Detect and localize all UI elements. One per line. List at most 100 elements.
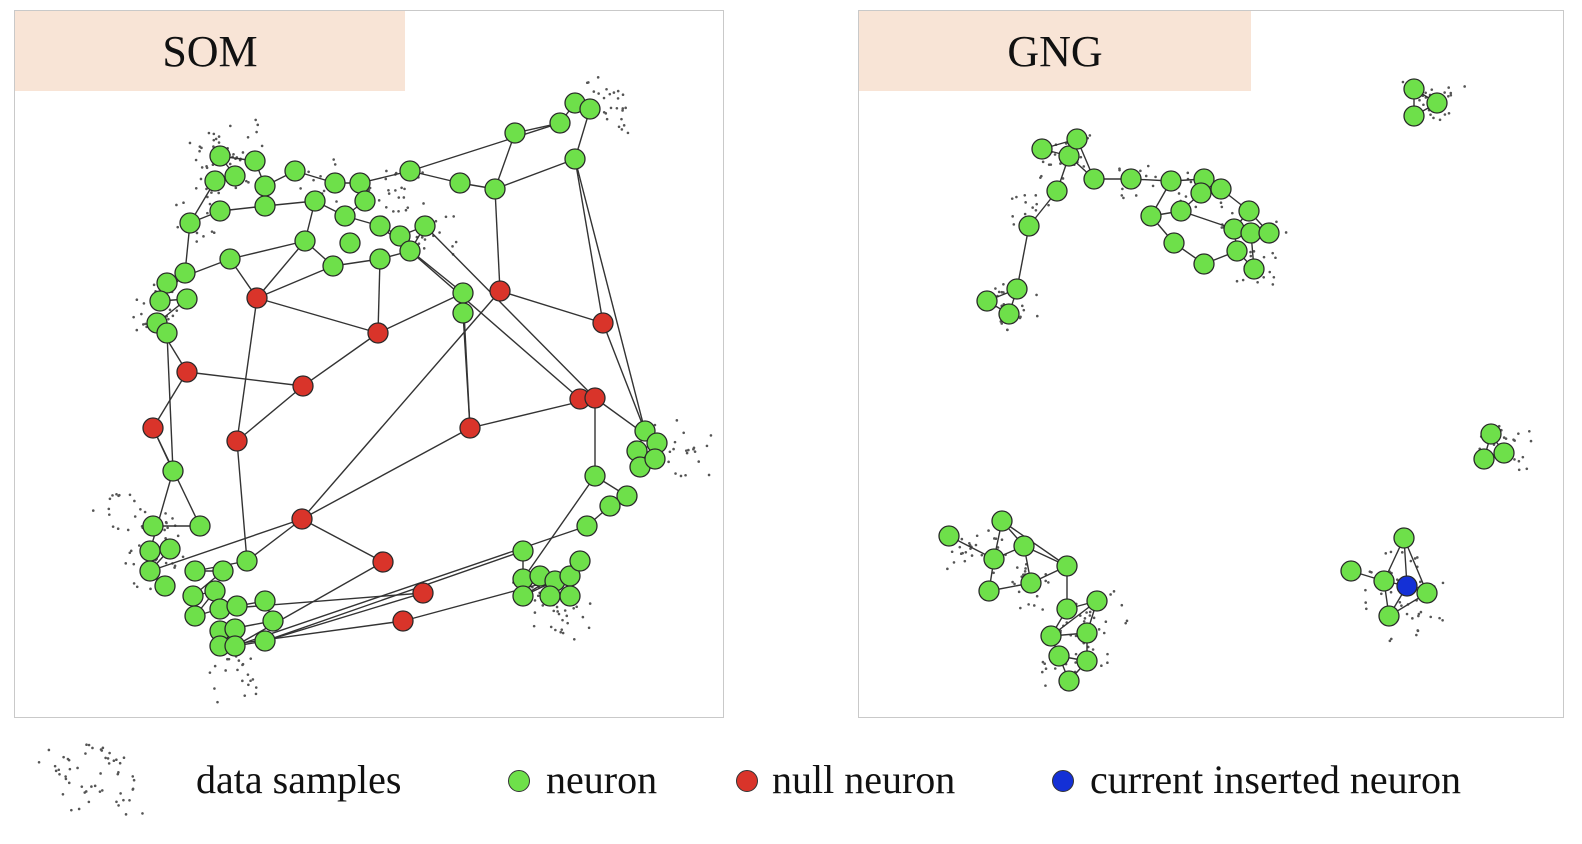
null-neuron xyxy=(226,430,248,452)
legend-samples-label: data samples xyxy=(196,757,402,802)
data-sample xyxy=(1441,618,1444,622)
data-sample xyxy=(1044,667,1048,671)
data-sample xyxy=(163,528,166,532)
data-sample xyxy=(403,187,406,191)
data-sample xyxy=(1104,620,1108,624)
data-sample xyxy=(202,235,205,238)
data-sample xyxy=(1106,652,1109,656)
network-edge xyxy=(377,292,464,334)
network-edge xyxy=(264,550,524,642)
data-sample xyxy=(1040,670,1044,674)
data-sample xyxy=(171,517,174,520)
neuron xyxy=(322,255,344,277)
data-sample xyxy=(968,541,971,545)
data-sample xyxy=(76,766,79,770)
data-sample xyxy=(332,158,335,161)
data-sample xyxy=(1413,557,1417,560)
network-edge xyxy=(236,297,258,442)
data-sample xyxy=(667,460,670,464)
legend-inserted-neuron-icon xyxy=(1052,770,1074,792)
data-sample xyxy=(1271,251,1274,255)
data-sample xyxy=(533,611,537,614)
network-edge xyxy=(166,332,174,472)
data-sample xyxy=(182,201,185,205)
neuron xyxy=(1210,178,1232,200)
data-sample xyxy=(1100,664,1103,668)
data-sample xyxy=(1092,616,1096,620)
data-sample xyxy=(1015,195,1018,199)
data-sample xyxy=(90,785,93,788)
null-neuron xyxy=(246,287,268,309)
data-sample xyxy=(1400,551,1404,554)
data-sample xyxy=(974,543,978,547)
data-sample xyxy=(624,106,627,110)
data-sample xyxy=(1249,250,1252,254)
data-sample xyxy=(392,210,395,213)
data-sample xyxy=(152,283,156,287)
neuron xyxy=(1258,222,1280,244)
network-edge xyxy=(256,265,334,299)
neuron xyxy=(599,495,621,517)
data-sample xyxy=(1405,612,1409,616)
neuron xyxy=(209,145,231,167)
data-sample xyxy=(970,554,974,557)
data-sample xyxy=(602,96,606,100)
data-sample xyxy=(1430,88,1434,91)
data-sample xyxy=(107,507,111,511)
data-sample xyxy=(963,559,967,563)
data-sample xyxy=(402,196,406,199)
neuron xyxy=(512,585,534,607)
data-sample xyxy=(87,800,91,804)
data-sample xyxy=(1517,468,1521,472)
data-sample xyxy=(118,493,121,497)
neuron xyxy=(484,178,506,200)
data-sample xyxy=(587,81,590,84)
neuron xyxy=(226,595,248,617)
neuron xyxy=(204,580,226,602)
data-sample xyxy=(135,585,139,589)
data-sample xyxy=(208,202,212,206)
data-sample xyxy=(1154,175,1157,179)
neuron xyxy=(349,172,371,194)
neuron xyxy=(154,575,176,597)
neuron xyxy=(1056,598,1078,620)
data-sample xyxy=(1053,153,1057,156)
data-sample xyxy=(139,508,142,511)
neuron xyxy=(1493,442,1515,464)
neuron xyxy=(174,262,196,284)
data-sample xyxy=(1085,611,1088,614)
data-sample xyxy=(597,92,600,95)
data-sample xyxy=(1002,291,1005,294)
data-sample xyxy=(626,131,630,135)
data-sample xyxy=(697,460,701,463)
data-sample xyxy=(1031,206,1034,209)
data-sample xyxy=(1151,184,1155,188)
data-sample xyxy=(994,287,997,290)
data-sample xyxy=(1120,194,1124,197)
data-sample xyxy=(1275,220,1278,224)
data-sample xyxy=(1061,177,1065,180)
neuron xyxy=(224,165,246,187)
data-sample xyxy=(129,549,133,553)
data-sample xyxy=(709,434,713,437)
data-sample xyxy=(226,657,229,661)
data-sample xyxy=(1035,314,1039,318)
data-sample xyxy=(112,759,116,762)
data-sample xyxy=(116,772,120,776)
data-sample xyxy=(93,784,97,788)
data-sample xyxy=(566,621,569,625)
data-sample xyxy=(1528,429,1531,433)
data-sample xyxy=(1000,538,1004,542)
data-sample xyxy=(1401,80,1405,84)
neuron xyxy=(1243,258,1265,280)
data-sample xyxy=(319,174,322,178)
data-sample xyxy=(1023,193,1027,197)
data-sample xyxy=(1417,612,1421,616)
data-sample xyxy=(141,812,144,815)
data-sample xyxy=(400,186,403,190)
data-sample xyxy=(217,141,221,144)
data-sample xyxy=(1365,607,1368,611)
data-sample xyxy=(422,247,426,250)
data-sample xyxy=(1012,223,1016,226)
data-sample xyxy=(950,550,954,554)
